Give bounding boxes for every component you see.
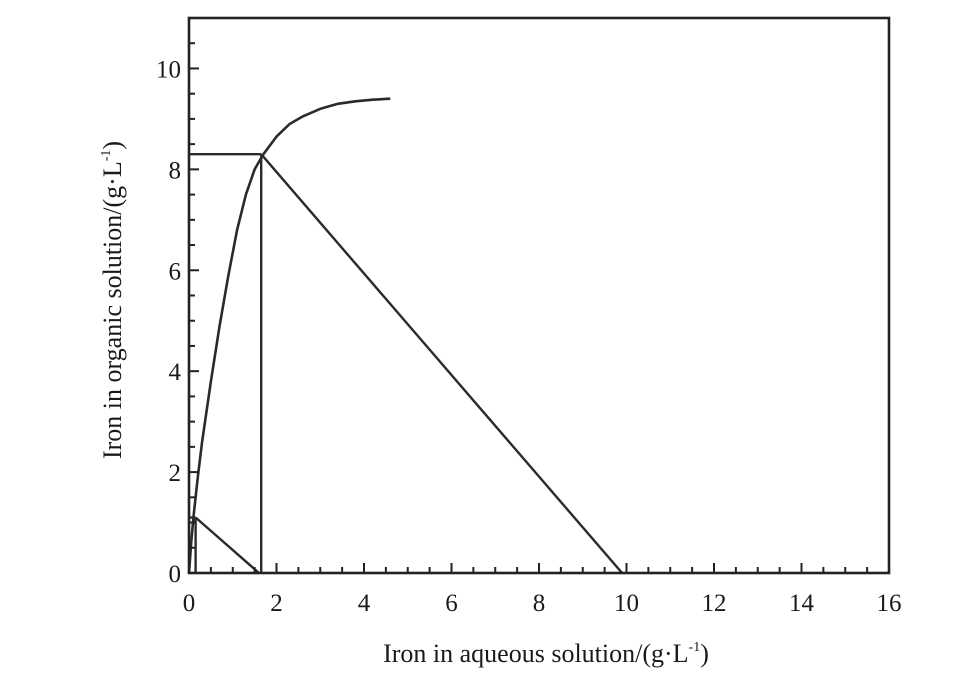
y-tick-label: 10: [156, 56, 181, 83]
x-axis-title: Iron in aqueous solution/(g·L-1): [383, 639, 709, 668]
ticks-layer: 0 2 4 6 8 10 12 14 16 0 2 4 6 8 10: [156, 17, 902, 617]
equilibrium-curve-line-0: [187, 97, 391, 574]
x-tick-label: 6: [445, 590, 458, 617]
x-tick-label: 4: [358, 590, 371, 617]
y-tick-label: 8: [169, 157, 182, 184]
x-tick-label: 8: [533, 590, 546, 617]
y-tick-label: 0: [169, 561, 182, 588]
x-tick-label: 0: [183, 590, 196, 617]
operating-line-line-2: [194, 516, 260, 574]
plot-frame: [187, 16, 891, 575]
x-tick-label: 2: [270, 590, 283, 617]
operating-line-line-1: [260, 153, 624, 574]
y-axis-title: Iron in organic solution/(g·L-1): [98, 141, 127, 459]
plot-layer: [187, 97, 624, 574]
x-tick-label: 12: [702, 590, 727, 617]
y-tick-label: 6: [169, 258, 182, 285]
x-tick-label: 10: [614, 590, 639, 617]
y-tick-label: 4: [169, 359, 182, 386]
x-tick-label: 14: [789, 590, 815, 617]
x-tick-label: 16: [877, 590, 902, 617]
y-tick-label: 2: [169, 460, 182, 487]
